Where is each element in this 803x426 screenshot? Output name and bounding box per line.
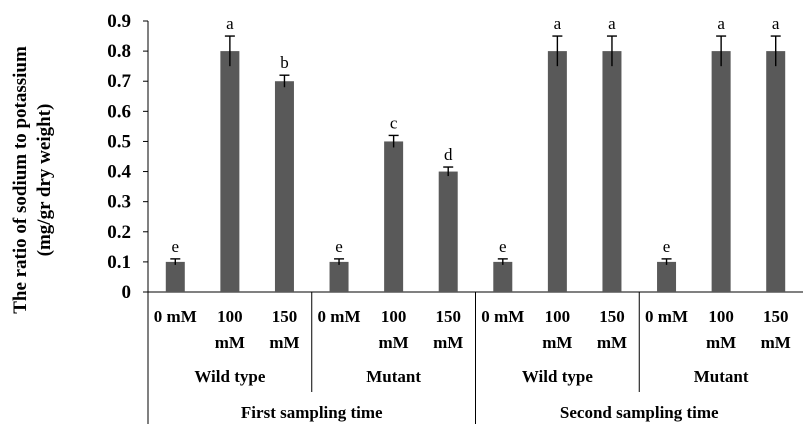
category-label: 150 — [435, 307, 461, 326]
y-tick-label: 0.9 — [107, 11, 131, 32]
sampling-time-label: First sampling time — [241, 403, 383, 422]
category-label: 100 — [545, 307, 571, 326]
sampling-time-label: Second sampling time — [560, 403, 719, 422]
category-label: 0 mM — [645, 307, 688, 326]
category-label: mM — [542, 333, 572, 352]
category-label: mM — [597, 333, 627, 352]
bar — [493, 261, 513, 292]
y-axis-title: The ratio of sodium to potassium (mg/gr … — [10, 46, 55, 314]
category-label: mM — [269, 333, 299, 352]
category-label: 0 mM — [318, 307, 361, 326]
category-label: 100 — [381, 307, 407, 326]
bar — [547, 51, 567, 292]
significance-letter: e — [335, 237, 343, 256]
bar — [329, 261, 349, 292]
y-tick-label: 0.7 — [107, 71, 131, 92]
significance-letter: a — [717, 14, 725, 33]
y-axis-title-line-1: The ratio of sodium to potassium — [10, 46, 31, 314]
category-label: 100 — [708, 307, 734, 326]
genotype-group-label: Mutant — [366, 367, 421, 386]
significance-letter: d — [444, 145, 453, 164]
category-label: mM — [379, 333, 409, 352]
bar — [438, 171, 458, 292]
bar — [657, 261, 677, 292]
bar — [711, 51, 731, 292]
bar — [220, 51, 240, 292]
genotype-group-label: Wild type — [522, 367, 593, 386]
y-tick-label: 0.2 — [107, 222, 131, 243]
significance-letter: e — [499, 237, 507, 256]
significance-letter: e — [172, 237, 180, 256]
significance-letter: b — [280, 53, 289, 72]
significance-letter: a — [554, 14, 562, 33]
category-label: 150 — [763, 307, 789, 326]
category-label: 150 — [599, 307, 625, 326]
significance-letter: a — [772, 14, 780, 33]
category-label: 0 mM — [154, 307, 197, 326]
genotype-group-label: Mutant — [694, 367, 749, 386]
significance-letter: e — [663, 237, 671, 256]
y-tick-label: 0.8 — [107, 41, 131, 62]
significance-letter: c — [390, 113, 398, 132]
significance-letter: a — [226, 14, 234, 33]
bar — [766, 51, 786, 292]
category-label: 150 — [272, 307, 298, 326]
bar — [165, 261, 185, 292]
y-tick-label: 0 — [122, 282, 132, 303]
y-tick-label: 0.3 — [107, 192, 131, 213]
category-label: 0 mM — [481, 307, 524, 326]
category-label: mM — [761, 333, 791, 352]
y-tick-label: 0.6 — [107, 101, 131, 122]
y-axis-title-line-2: (mg/gr dry weight) — [34, 104, 55, 257]
y-tick-label: 0.4 — [107, 162, 131, 183]
bar — [274, 81, 294, 292]
y-tick-label: 0.1 — [107, 252, 131, 273]
category-label: 100 — [217, 307, 243, 326]
significance-letter: a — [608, 14, 616, 33]
genotype-group-label: Wild type — [194, 367, 265, 386]
category-label: mM — [215, 333, 245, 352]
category-label: mM — [706, 333, 736, 352]
category-label: mM — [433, 333, 463, 352]
y-tick-label: 0.5 — [107, 131, 131, 152]
bar — [384, 141, 404, 292]
bar — [602, 51, 622, 292]
